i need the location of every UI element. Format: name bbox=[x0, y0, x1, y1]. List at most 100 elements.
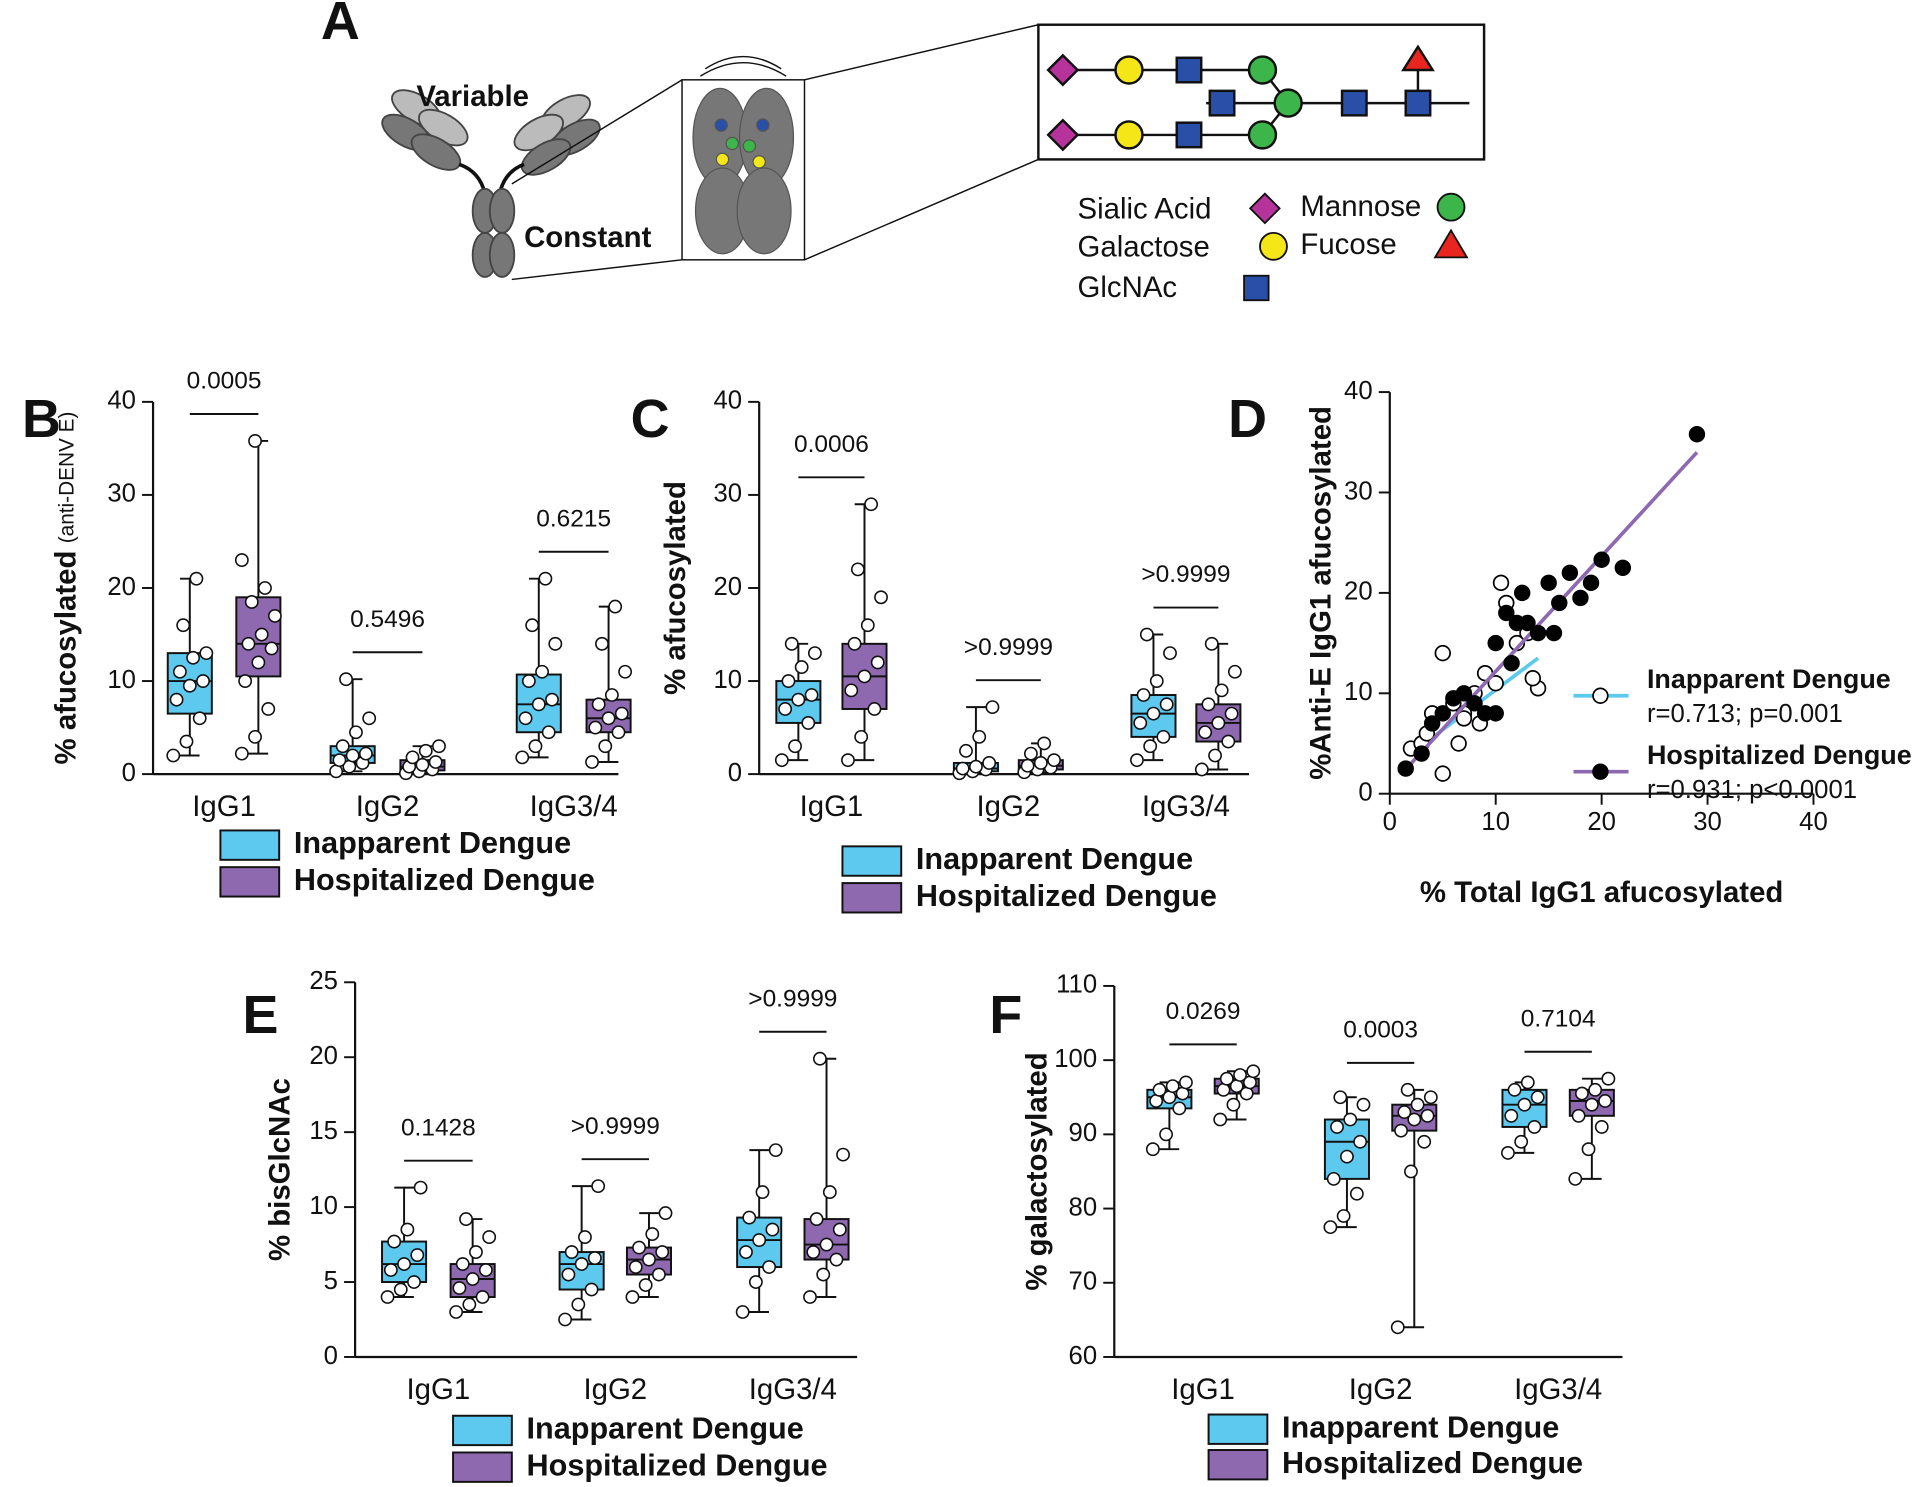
data-point bbox=[762, 1260, 777, 1274]
data-point bbox=[1159, 1127, 1173, 1142]
data-point bbox=[1224, 706, 1239, 721]
data-point bbox=[1545, 624, 1563, 642]
y-tick-label: 110 bbox=[1056, 971, 1097, 999]
data-point bbox=[807, 646, 822, 661]
data-point bbox=[521, 674, 536, 688]
data-point bbox=[418, 743, 433, 758]
data-point bbox=[847, 636, 862, 651]
data-point bbox=[1434, 644, 1451, 662]
data-point bbox=[383, 1263, 398, 1277]
data-point bbox=[1575, 1086, 1589, 1101]
x-tick-label: IgG3/4 bbox=[749, 1373, 837, 1406]
data-point bbox=[642, 1252, 656, 1267]
data-point bbox=[1423, 715, 1441, 732]
data-point bbox=[571, 1297, 586, 1312]
data-point bbox=[806, 1245, 821, 1259]
data-point bbox=[176, 618, 191, 633]
data-point bbox=[874, 590, 888, 605]
legend-label: Inapparent Dengue bbox=[294, 826, 571, 860]
data-point bbox=[362, 711, 377, 726]
data-point bbox=[459, 1212, 473, 1227]
data-point bbox=[1582, 574, 1600, 592]
legend-label: Sialic Acid bbox=[1078, 193, 1212, 226]
data-point bbox=[982, 756, 997, 770]
data-point bbox=[410, 1248, 425, 1262]
data-point bbox=[1323, 1220, 1338, 1235]
data-point bbox=[1340, 1149, 1354, 1164]
data-point bbox=[1588, 1082, 1603, 1097]
data-point bbox=[380, 1290, 395, 1304]
data-point bbox=[1326, 1171, 1341, 1186]
data-point bbox=[234, 746, 249, 761]
data-point bbox=[955, 761, 970, 776]
x-tick-label: IgG1 bbox=[800, 790, 864, 823]
data-point bbox=[836, 1147, 850, 1162]
data-point bbox=[1020, 758, 1035, 773]
data-point bbox=[1551, 594, 1568, 612]
data-point bbox=[1179, 1075, 1193, 1090]
box bbox=[775, 680, 822, 724]
legend-stats: r=0.931; p<0.0001 bbox=[1647, 776, 1857, 804]
data-point bbox=[625, 1290, 640, 1304]
data-point bbox=[1397, 1105, 1412, 1120]
y-axis-label: % afucosylated bbox=[659, 481, 692, 695]
data-point bbox=[816, 1267, 831, 1282]
data-point bbox=[1143, 739, 1158, 754]
data-point bbox=[841, 753, 855, 768]
data-point bbox=[1571, 1108, 1586, 1123]
data-point bbox=[1156, 729, 1171, 744]
data-point bbox=[261, 702, 276, 716]
data-point bbox=[1356, 1097, 1371, 1112]
data-point bbox=[393, 1282, 408, 1297]
data-point bbox=[518, 711, 533, 726]
data-point bbox=[1561, 564, 1579, 582]
y-tick-label: 0 bbox=[1358, 779, 1372, 807]
data-point bbox=[558, 1312, 573, 1327]
data-point bbox=[538, 571, 553, 586]
data-point bbox=[735, 1305, 750, 1319]
data-point bbox=[1397, 760, 1414, 777]
data-point bbox=[1507, 1082, 1522, 1097]
data-point bbox=[238, 674, 253, 688]
data-point bbox=[1466, 695, 1483, 712]
x-tick-label: 30 bbox=[1693, 808, 1722, 836]
y-tick-label: 20 bbox=[107, 573, 136, 601]
p-value: >0.9999 bbox=[748, 985, 837, 1012]
data-point bbox=[774, 753, 789, 768]
data-point bbox=[1601, 1071, 1616, 1086]
data-point bbox=[584, 1282, 599, 1297]
panel-letter: F bbox=[989, 985, 1022, 1045]
data-point bbox=[832, 1222, 847, 1237]
data-point bbox=[658, 1206, 673, 1221]
legend-label: Hospitalized Dengue bbox=[527, 1448, 828, 1482]
data-point bbox=[742, 1210, 757, 1225]
data-point bbox=[822, 1185, 837, 1200]
data-point bbox=[1211, 716, 1226, 730]
data-point bbox=[601, 711, 616, 726]
label-variable: Variable bbox=[416, 80, 529, 113]
data-point bbox=[339, 672, 353, 687]
data-point bbox=[595, 636, 609, 651]
data-point bbox=[1208, 748, 1222, 763]
data-point bbox=[1139, 627, 1154, 642]
data-point bbox=[548, 636, 563, 651]
data-point bbox=[628, 1260, 643, 1274]
data-point bbox=[1047, 753, 1061, 768]
data-point bbox=[1423, 1090, 1438, 1105]
data-point bbox=[1404, 1164, 1418, 1179]
legend-swatch bbox=[219, 829, 281, 861]
y-tick-label: 20 bbox=[309, 1042, 338, 1070]
data-point bbox=[1133, 716, 1148, 730]
data-point bbox=[812, 1051, 827, 1066]
data-point bbox=[1517, 1097, 1532, 1112]
data-point bbox=[591, 1179, 606, 1194]
data-point bbox=[1407, 1112, 1422, 1127]
x-tick-label: IgG3/4 bbox=[530, 790, 618, 823]
p-value: >0.9999 bbox=[571, 1113, 660, 1140]
legend-label: Inapparent Dengue bbox=[1282, 1410, 1559, 1444]
legend-label: Galactose bbox=[1078, 231, 1210, 264]
data-point bbox=[632, 1240, 646, 1255]
y-axis-label: % bisGlcNAc bbox=[263, 1078, 296, 1261]
x-tick-label: IgG1 bbox=[407, 1373, 471, 1406]
